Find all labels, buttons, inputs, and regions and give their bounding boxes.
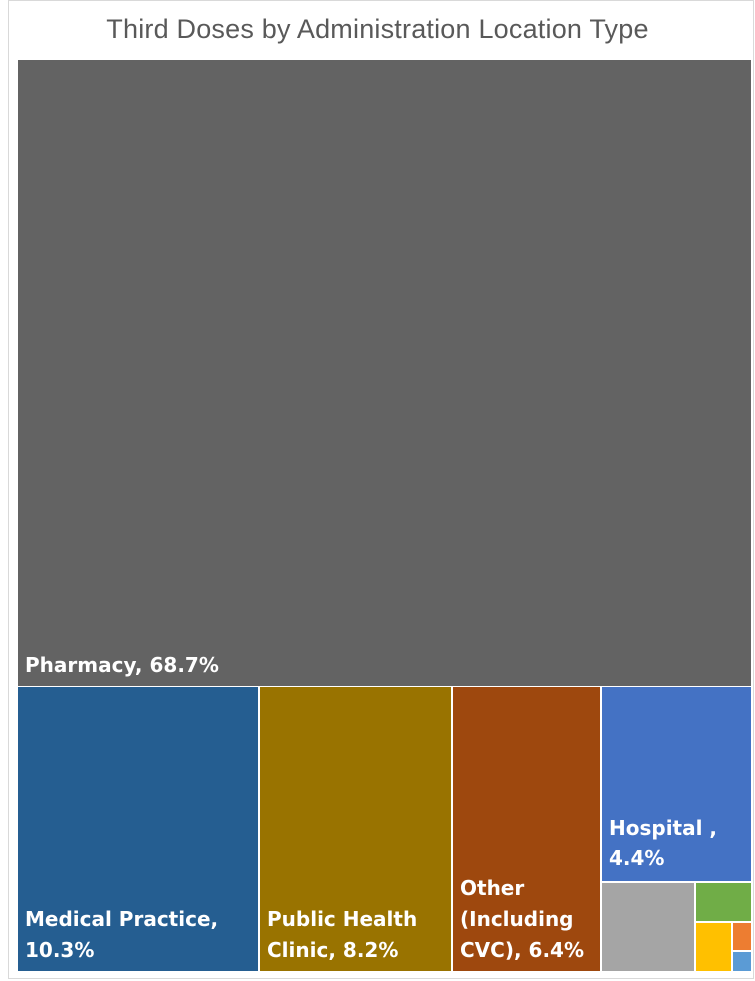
tile-medical-practice — [18, 687, 258, 971]
tile-other-including-cvc — [453, 687, 600, 971]
tile-label-medical-practice: 10.3% — [25, 938, 94, 962]
tile-label-medical-practice: Medical Practice, — [25, 907, 218, 931]
tile-small-orange — [733, 923, 751, 950]
tile-label-other-including-cvc: (Including — [460, 907, 574, 931]
tile-public-health-clinic — [260, 687, 451, 971]
tile-small-yellow — [696, 923, 731, 971]
tile-label-pharmacy: Pharmacy, 68.7% — [25, 653, 219, 677]
tile-label-other-including-cvc: CVC), 6.4% — [460, 938, 584, 962]
tile-small-blue — [733, 952, 751, 971]
tile-label-hospital: 4.4% — [609, 846, 664, 870]
tile-label-public-health-clinic: Clinic, 8.2% — [267, 938, 398, 962]
tile-small-gray — [602, 883, 694, 971]
tile-label-other-including-cvc: Other — [460, 876, 524, 900]
tile-pharmacy — [18, 60, 751, 686]
tile-label-hospital: Hospital , — [609, 816, 717, 840]
chart-title: Third Doses by Administration Location T… — [106, 14, 649, 44]
tile-label-public-health-clinic: Public Health — [267, 907, 417, 931]
tile-small-green — [696, 883, 751, 921]
tile-hospital — [602, 687, 751, 881]
